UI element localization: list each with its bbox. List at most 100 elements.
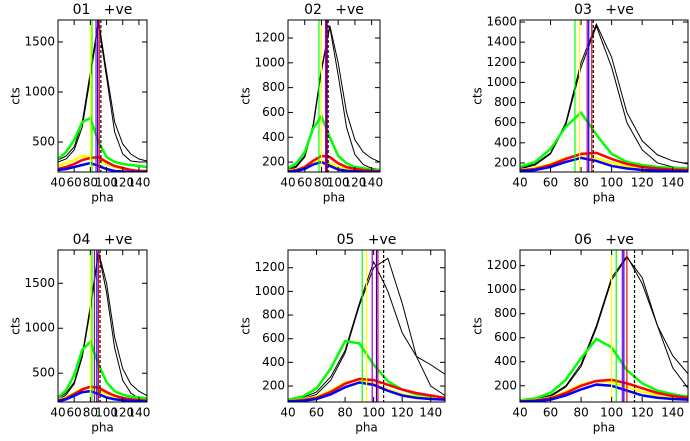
x-axis-label: pha (91, 421, 114, 435)
x-tick-label: 120 (111, 406, 134, 420)
plot-area (288, 20, 380, 172)
y-axis-label: cts (471, 317, 485, 335)
y-tick-label: 500 (32, 135, 55, 149)
y-tick-label: 600 (494, 115, 517, 129)
series-line (58, 339, 147, 400)
y-tick-label: 1000 (254, 284, 285, 298)
y-axis-label: cts (239, 87, 253, 105)
plot-frame (519, 249, 689, 403)
series-line (520, 156, 688, 172)
series-line (288, 26, 380, 172)
series-line (288, 25, 380, 170)
x-tick-label: 40 (512, 406, 527, 420)
series-line (58, 161, 147, 172)
x-tick-label: 100 (600, 406, 623, 420)
x-tick-label: 60 (67, 176, 82, 190)
y-tick-label: 600 (494, 330, 517, 344)
y-tick-label: 600 (262, 331, 285, 345)
y-axis-label: cts (9, 87, 23, 105)
x-tick-label: 60 (309, 406, 324, 420)
x-tick-label: 80 (573, 176, 588, 190)
series-line (520, 24, 688, 170)
y-tick-label: 1000 (254, 55, 285, 69)
y-tick-label: 1000 (486, 282, 517, 296)
y-tick-label: 800 (494, 95, 517, 109)
x-tick-label: 80 (83, 176, 98, 190)
x-tick-label: 120 (631, 176, 654, 190)
series-line (58, 23, 147, 163)
plot-frame (287, 19, 381, 173)
y-tick-label: 200 (494, 155, 517, 169)
plot-frame (287, 249, 446, 403)
x-tick-label: 140 (419, 406, 442, 420)
series-line (520, 255, 688, 402)
series-line (58, 389, 147, 402)
x-tick-label: 120 (391, 406, 414, 420)
x-axis-label: pha (355, 421, 378, 435)
chart-title: 03 +ve (574, 2, 634, 18)
x-axis-label: pha (593, 421, 616, 435)
series-line (58, 251, 147, 399)
chart-title: 06 +ve (574, 232, 634, 248)
y-tick-label: 600 (262, 105, 285, 119)
y-tick-label: 1200 (486, 258, 517, 272)
y-tick-label: 200 (494, 378, 517, 392)
series-line (520, 151, 688, 172)
y-axis-label: cts (239, 317, 253, 335)
x-tick-label: 40 (512, 176, 527, 190)
plot-area (58, 20, 147, 172)
x-axis-label: pha (323, 191, 346, 205)
plot-area (520, 20, 688, 172)
x-tick-label: 120 (111, 176, 134, 190)
x-tick-label: 100 (95, 176, 118, 190)
x-tick-label: 140 (127, 176, 150, 190)
plot-area (288, 250, 445, 402)
x-tick-label: 120 (343, 176, 366, 190)
x-tick-label: 100 (95, 406, 118, 420)
x-axis-label: pha (91, 191, 114, 205)
series-line (520, 22, 688, 169)
x-tick-label: 140 (127, 406, 150, 420)
panel: 40 60 80 100 120 140 200 400 600 800 1000 1200 06 +v… (471, 232, 689, 435)
y-tick-label: 800 (494, 306, 517, 320)
y-tick-label: 1000 (24, 321, 55, 335)
y-tick-label: 400 (262, 355, 285, 369)
y-tick-label: 1200 (254, 260, 285, 274)
series-line (520, 337, 688, 402)
series-line (520, 110, 688, 170)
x-tick-label: 80 (83, 406, 98, 420)
y-tick-label: 800 (262, 80, 285, 94)
y-tick-label: 400 (494, 135, 517, 149)
y-axis-label: cts (471, 87, 485, 105)
y-tick-label: 400 (262, 130, 285, 144)
series-line (58, 20, 147, 162)
series-line (58, 116, 147, 169)
x-tick-label: 60 (543, 406, 558, 420)
y-tick-label: 200 (262, 379, 285, 393)
series-line (58, 385, 147, 402)
x-tick-label: 140 (661, 176, 684, 190)
x-tick-label: 40 (50, 406, 65, 420)
plot-area (520, 250, 688, 402)
chart-title: 04 +ve (73, 232, 133, 248)
series-line (288, 113, 380, 172)
x-tick-label: 40 (50, 176, 65, 190)
y-tick-label: 1400 (486, 35, 517, 49)
x-tick-label: 100 (600, 176, 623, 190)
series-line (58, 155, 147, 172)
y-tick-label: 1200 (486, 55, 517, 69)
y-tick-label: 1200 (254, 30, 285, 44)
y-tick-label: 200 (262, 155, 285, 169)
plot-frame (57, 249, 148, 403)
x-tick-label: 60 (543, 176, 558, 190)
x-tick-label: 100 (362, 406, 385, 420)
x-tick-label: 120 (631, 406, 654, 420)
y-tick-label: 500 (32, 366, 55, 380)
plot-frame (519, 19, 689, 173)
chart-title: 05 +ve (337, 232, 397, 248)
plot-frame (57, 19, 148, 173)
y-tick-label: 1000 (24, 85, 55, 99)
